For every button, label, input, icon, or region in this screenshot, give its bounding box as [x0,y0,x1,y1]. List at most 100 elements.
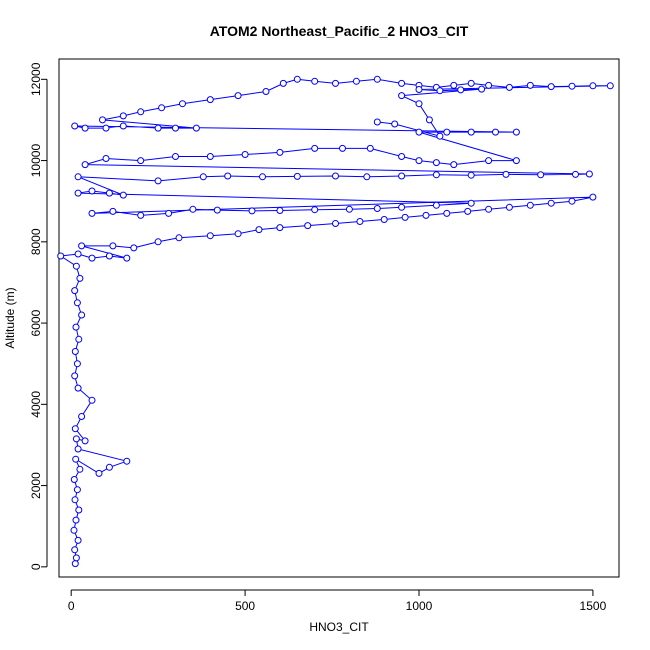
data-point [443,209,451,217]
data-point [74,250,82,258]
data-point [158,104,166,112]
data-point [547,199,555,207]
data-point [450,81,458,89]
y-axis-label: Altitude (m) [3,287,17,348]
data-point [467,79,475,87]
data-point [436,132,444,140]
data-point [398,153,406,160]
y-axis: 0 2000 4000 6000 8000 10000 12000 [29,62,48,570]
data-point [74,189,82,197]
data-point [99,116,106,124]
x-tick-label: 0 [68,599,75,613]
data-point [234,92,242,100]
y-tick-label: 2000 [29,472,43,499]
data-point [154,177,162,185]
data-point [213,206,221,214]
data-point [415,157,423,165]
data-point [512,157,520,165]
data-layer [57,75,614,568]
data-point [262,88,270,95]
x-tick-label: 1000 [406,599,433,613]
data-point [332,79,339,87]
data-point [109,207,117,215]
data-point [547,83,555,91]
data-point [72,323,80,331]
data-point [154,124,162,132]
data-point [175,234,183,242]
data-point [119,191,127,199]
data-point [105,463,113,471]
data-point [259,173,266,181]
data-point [71,372,79,380]
data-point [606,82,614,90]
data-point [380,216,388,223]
data-point [81,437,89,445]
data-point [311,144,319,152]
data-point [165,209,173,217]
data-point [72,435,80,443]
data-point [172,153,179,160]
data-point [71,560,79,568]
data-point [363,173,371,181]
data-point [373,118,381,126]
data-point [102,124,110,132]
data-point [467,171,475,179]
data-point [123,457,131,465]
data-point [70,526,78,534]
data-point [71,348,79,355]
data-point [74,384,82,392]
data-point [373,75,381,83]
data-point [537,171,545,179]
data-point [234,230,242,238]
data-point [75,506,83,514]
x-axis-label: HNO3_CIT [309,620,369,634]
data-point [467,128,475,136]
data-point [293,75,301,83]
data-point [356,218,364,225]
data-point [443,128,451,136]
data-point [505,83,513,91]
data-point [88,209,96,217]
data-point [432,201,440,209]
data-point [123,254,131,262]
data-point [78,242,86,250]
data-point [73,299,81,307]
data-point [436,87,444,95]
data-point [88,396,96,404]
data-point [199,173,207,181]
data-point [71,425,79,433]
data-point [339,144,346,152]
data-point [137,211,145,219]
chart-title: ATOM2 Northeast_Pacific_2 HNO3_CIT [210,23,469,39]
data-point [78,311,86,319]
data-point [585,170,593,178]
data-point [391,120,399,128]
data-point [95,469,103,477]
data-point [276,207,284,214]
data-point [457,86,465,94]
plot-frame [58,58,620,578]
data-point [81,161,89,169]
data-point [78,413,86,420]
data-point [189,205,197,213]
data-point [76,274,84,282]
data-point [88,254,96,262]
data-point [255,226,263,234]
data-point [241,151,249,158]
data-point [206,96,214,104]
data-point [102,155,110,162]
data-point [57,252,65,260]
data-point [206,232,214,240]
data-point [572,170,579,178]
data-point [74,536,82,544]
data-point [505,203,513,211]
data-point [279,79,287,87]
data-point [485,205,493,213]
y-tick-label: 4000 [29,391,43,418]
data-point [130,244,138,252]
data-point [109,242,117,250]
data-point [332,220,339,227]
data-point [81,124,89,132]
